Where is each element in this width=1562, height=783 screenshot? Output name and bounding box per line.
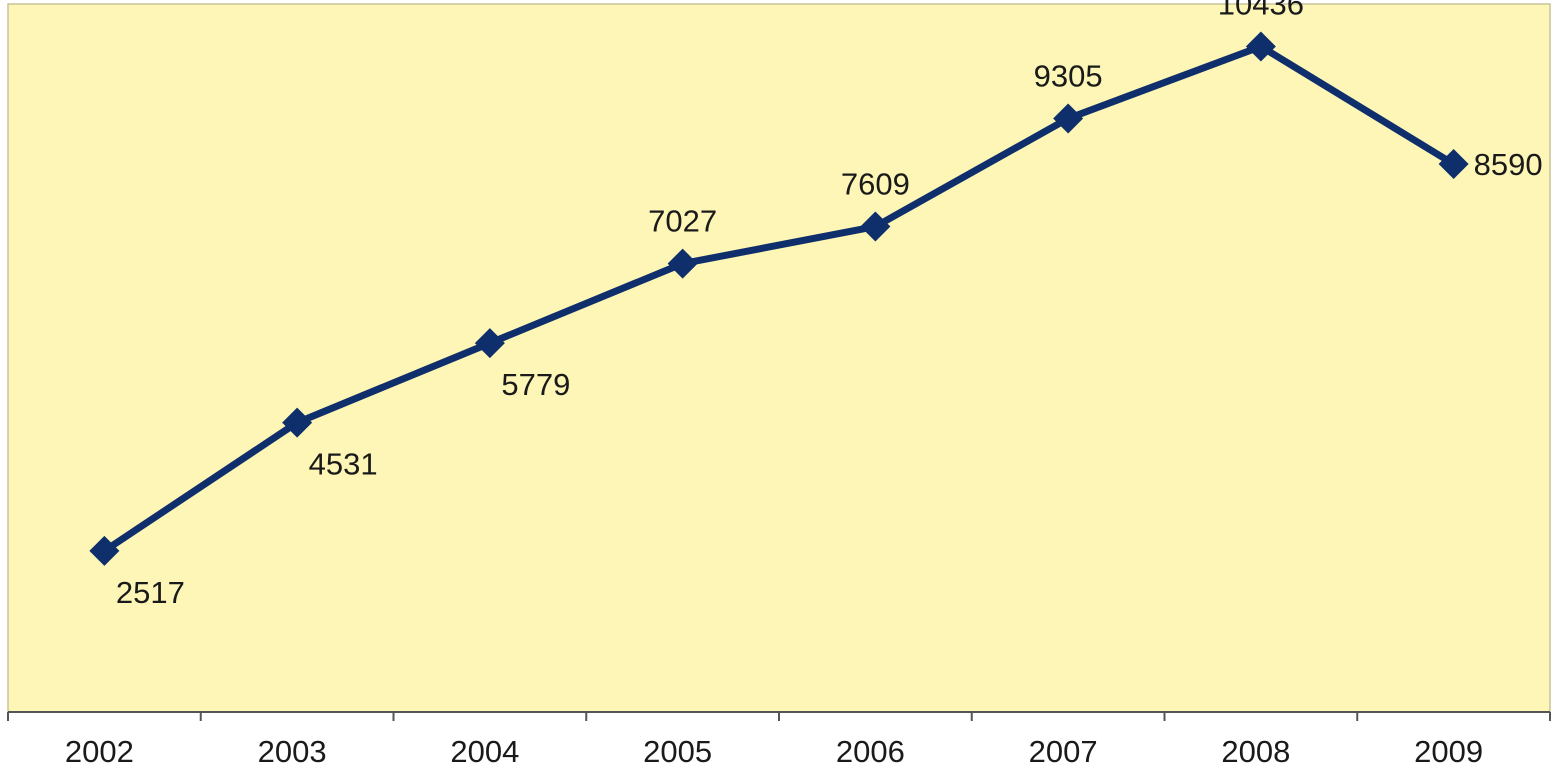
data-point-2009	[1438, 149, 1469, 180]
data-label-2008: 10436	[1218, 0, 1304, 21]
data-label-2009: 8590	[1474, 147, 1543, 182]
data-label-2006: 7609	[841, 167, 910, 202]
x-tick-label-2004: 2004	[450, 734, 519, 769]
data-point-2003	[282, 407, 313, 438]
series-line	[100, 42, 1458, 555]
data-label-2002: 2517	[116, 575, 185, 610]
data-point-2002	[89, 535, 120, 566]
x-tick-label-2009: 2009	[1414, 734, 1483, 769]
data-point-2008	[1245, 31, 1276, 62]
x-tick-label-2006: 2006	[836, 734, 905, 769]
data-label-2003: 4531	[309, 447, 378, 482]
x-tick-labels: 2002 2003 2004 2005 2006 2007 2008 2009	[65, 734, 1483, 769]
x-tick-label-2002: 2002	[65, 734, 134, 769]
data-point-2006	[860, 211, 891, 242]
data-point-2007	[1053, 103, 1084, 134]
x-tick-label-2005: 2005	[643, 734, 712, 769]
data-labels: 2517 4531 5779 7027 7609 9305 10436 8590	[116, 0, 1543, 610]
data-label-2005: 7027	[648, 204, 717, 239]
data-label-2007: 9305	[1034, 59, 1103, 94]
plot-area	[7, 3, 1551, 713]
series-markers	[89, 31, 1469, 566]
data-point-2005	[667, 248, 698, 279]
data-point-2004	[474, 328, 505, 359]
x-tick-label-2003: 2003	[258, 734, 327, 769]
x-axis	[7, 711, 1551, 721]
x-tick-label-2007: 2007	[1029, 734, 1098, 769]
x-tick-label-2008: 2008	[1221, 734, 1290, 769]
series-line-path	[100, 42, 1458, 555]
data-label-2004: 5779	[501, 367, 570, 402]
